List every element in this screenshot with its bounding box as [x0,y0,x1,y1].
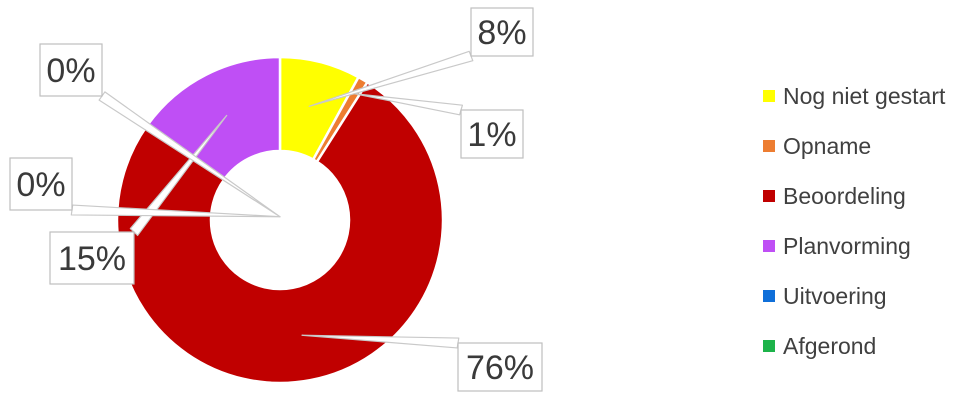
legend: Nog niet gestart Opname Beoordeling Planvor… [763,83,946,359]
legend-label-nog-niet-gestart: Nog niet gestart [783,83,946,109]
legend-label-opname: Opname [783,133,871,159]
legend-item-opname: Opname [763,133,871,159]
legend-swatch-planvorming [763,240,775,252]
data-label-afgerond: 0% [16,166,65,204]
legend-label-uitvoering: Uitvoering [783,283,887,309]
label-box-uitvoering [39,43,103,97]
legend-label-beoordeling: Beoordeling [783,183,906,209]
legend-swatch-uitvoering [763,290,775,302]
slice-planvorming [146,55,282,181]
label-box-opname [460,109,524,159]
data-label-nog-niet-gestart: 8% [477,14,526,52]
data-label-beoordeling: 76% [466,349,534,387]
label-box-afgerond [9,157,73,211]
label-box-planvorming [49,231,135,285]
legend-swatch-beoordeling [763,190,775,202]
legend-label-planvorming: Planvorming [783,233,911,259]
data-labels: 8% 1% 76% 15% 0% 0% [9,7,543,392]
legend-swatch-afgerond [763,340,775,352]
data-label-uitvoering: 0% [46,52,95,90]
donut-slices [115,55,445,385]
legend-swatch-opname [763,140,775,152]
label-box-beoordeling [457,342,543,392]
legend-item-nog-niet-gestart: Nog niet gestart [763,83,946,109]
legend-label-afgerond: Afgerond [783,333,876,359]
legend-item-beoordeling: Beoordeling [763,183,906,209]
legend-item-afgerond: Afgerond [763,333,876,359]
data-label-opname: 1% [467,116,516,154]
label-box-nog-niet-gestart [470,7,534,57]
legend-swatch-nog-niet-gestart [763,90,775,102]
leader-lines [70,50,474,349]
legend-item-planvorming: Planvorming [763,233,911,259]
legend-item-uitvoering: Uitvoering [763,283,887,309]
data-label-planvorming: 15% [58,240,126,278]
